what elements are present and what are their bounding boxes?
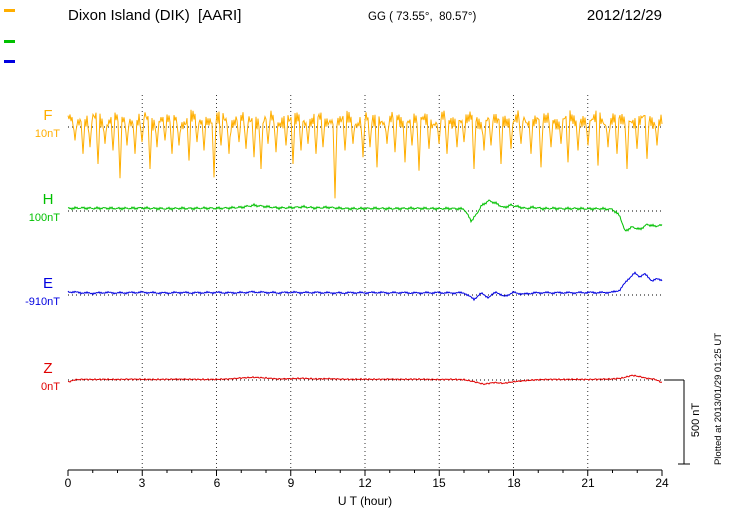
series-label-h: H — [42, 191, 54, 208]
geographic-coords: GG ( 73.55°, 80.57°) — [368, 11, 477, 23]
x-tick-label: 3 — [138, 476, 146, 490]
series-label-f: F — [43, 107, 53, 124]
x-tick-label: 15 — [432, 476, 446, 490]
series-baseline-label-z: 0nT — [41, 381, 60, 393]
x-tick-label: 12 — [358, 476, 372, 490]
series-baseline-label-f: 10nT — [34, 128, 60, 140]
x-tick-label: 24 — [655, 476, 669, 490]
series-baseline-label-e: -910nT — [25, 296, 60, 308]
x-tick-label: 18 — [507, 476, 521, 490]
plot-timestamp-note: Plotted at 2013/01/29 01:25 UT — [713, 332, 724, 466]
scale-bar-label: 500 nT — [690, 402, 702, 438]
station-title: Dixon Island (DIK) [AARI] — [68, 7, 242, 24]
series-label-z: Z — [43, 360, 53, 377]
x-tick-label: 21 — [581, 476, 595, 490]
x-axis-label: U T (hour) — [337, 494, 393, 508]
x-tick-label: 0 — [64, 476, 72, 490]
plot-date: 2012/12/29 — [586, 7, 662, 24]
x-tick-label: 9 — [287, 476, 295, 490]
series-baseline-label-h: 100nT — [28, 212, 60, 224]
series-label-e: E — [42, 275, 53, 292]
x-tick-label: 6 — [213, 476, 221, 490]
